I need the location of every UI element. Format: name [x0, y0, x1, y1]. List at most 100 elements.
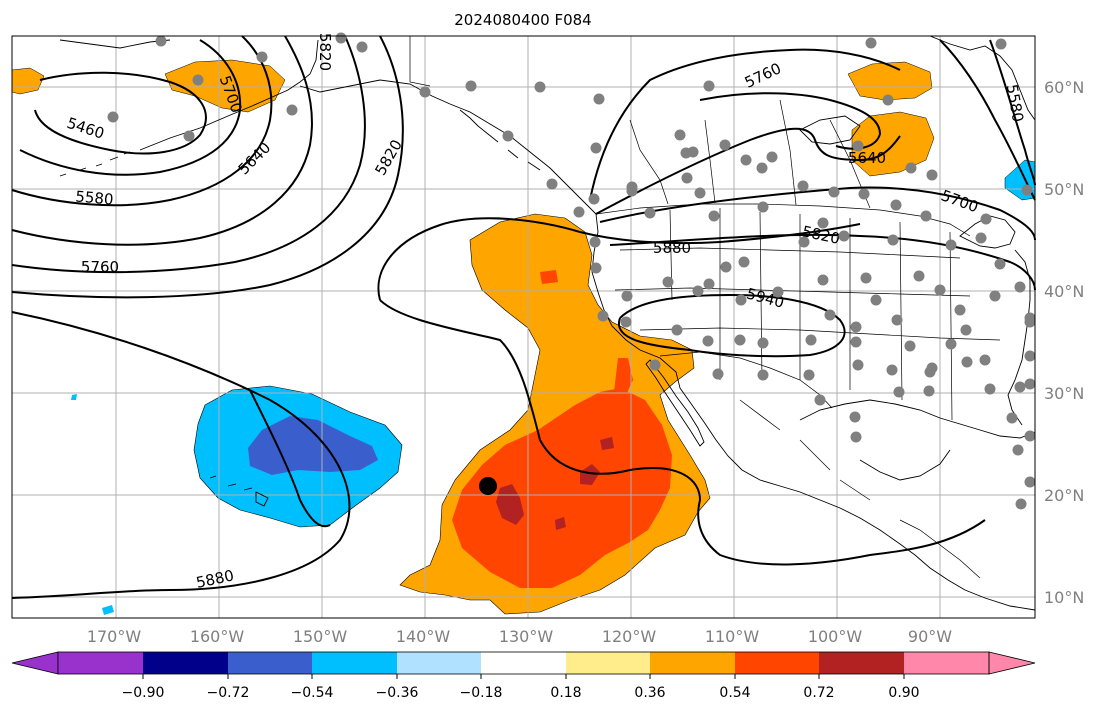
station-dot [708, 210, 720, 222]
peak-anomaly-patch [496, 484, 524, 525]
negative-anomaly-speck [71, 394, 77, 400]
colorbar-tick-label: −0.36 [376, 685, 419, 701]
station-dot [989, 290, 1001, 302]
lon-label: 110°W [705, 627, 760, 646]
station-dot [994, 258, 1006, 270]
station-dot [934, 284, 946, 296]
station-dot [920, 210, 932, 222]
station-dot [1006, 412, 1018, 424]
station-dot [703, 80, 715, 92]
station-dot [913, 270, 925, 282]
station-dot [814, 394, 826, 406]
peak-anomaly-patch [580, 464, 600, 485]
colorbar-outline [57, 651, 990, 675]
strong-negative-region [248, 416, 378, 475]
station-dot [756, 162, 768, 174]
station-dot [1014, 281, 1026, 293]
colorbar-tick-label: 0.18 [550, 685, 581, 701]
station-dot [286, 104, 298, 116]
station-dot [1024, 350, 1036, 362]
colorbar-min-extend [11, 651, 59, 675]
station-dot [1024, 378, 1036, 390]
station-dot [1015, 498, 1027, 510]
lat-label: 60°N [1044, 78, 1084, 97]
station-dot [1024, 476, 1036, 488]
station-dot [702, 335, 714, 347]
station-dot [1024, 430, 1036, 442]
station-dot [649, 359, 661, 371]
station-dot [534, 81, 546, 93]
station-dot [620, 316, 632, 328]
station-dot [1024, 316, 1036, 328]
station-dot [192, 74, 204, 86]
station-dot [597, 310, 609, 322]
colorbar-swatch [481, 652, 566, 674]
station-dot [1021, 184, 1033, 196]
station-dot [720, 261, 732, 273]
lat-label: 50°N [1044, 180, 1084, 199]
colorbar-swatch [904, 652, 989, 674]
station-dot [419, 86, 431, 98]
station-dot [923, 385, 935, 397]
station-dot [465, 80, 477, 92]
station-dot [590, 142, 602, 154]
station-dot [891, 314, 903, 326]
map-title: 2024080400 F084 [454, 11, 591, 29]
latitude-labels: 60°N 50°N 40°N 30°N 20°N 10°N [1044, 78, 1084, 607]
station-dot [757, 369, 769, 381]
station-dot [817, 217, 829, 229]
station-dot [694, 187, 706, 199]
station-dot [621, 290, 633, 302]
station-dot [852, 359, 864, 371]
station-dot [882, 94, 894, 106]
colorbar-swatch [735, 652, 819, 674]
station-dot [849, 411, 861, 423]
station-dot [712, 368, 724, 380]
station-dot [980, 213, 992, 225]
station-dot [924, 366, 936, 378]
colorbar-swatch [566, 652, 650, 674]
station-dot [546, 178, 558, 190]
station-dot [662, 276, 674, 288]
station-dot [681, 172, 693, 184]
colorbar-swatch [312, 652, 397, 674]
colorbar-tick-label: 0.54 [719, 685, 750, 701]
station-dot [945, 338, 957, 350]
contour-label: 5880 [653, 239, 691, 257]
strong-positive-strip [614, 358, 633, 395]
station-dot [703, 278, 715, 290]
station-dot [858, 188, 870, 200]
station-dot [797, 180, 809, 192]
lon-label: 120°W [602, 627, 657, 646]
station-dot [904, 340, 916, 352]
station-dot [850, 336, 862, 348]
colorbar-tick-marks [142, 674, 905, 679]
station-dot [893, 386, 905, 398]
station-dot [850, 321, 862, 333]
station-dot [256, 51, 268, 63]
positive-anomaly-patch-alaska [164, 59, 286, 113]
station-dot [772, 286, 784, 298]
colorbar-swatch [228, 652, 312, 674]
station-dot [626, 181, 638, 193]
station-dot [995, 38, 1007, 50]
station-dot [887, 234, 899, 246]
station-dot [1012, 444, 1024, 456]
station-dot [961, 356, 973, 368]
lat-label: 20°N [1044, 486, 1084, 505]
station-dot [975, 232, 987, 244]
colorbar-swatch [397, 652, 481, 674]
station-dot [865, 37, 877, 49]
station-dot [828, 186, 840, 198]
colorbar-tick-label: −0.90 [122, 685, 165, 701]
station-dot [735, 294, 747, 306]
lon-label: 150°W [293, 627, 348, 646]
station-dot [852, 140, 864, 152]
colorbar-swatch [819, 652, 904, 674]
center-marker [479, 477, 497, 495]
station-dot [805, 334, 817, 346]
station-dot [945, 239, 957, 251]
peak-anomaly-patch [600, 437, 614, 450]
longitude-labels: 170°W 160°W 150°W 140°W 130°W 120°W 110°… [87, 627, 952, 646]
